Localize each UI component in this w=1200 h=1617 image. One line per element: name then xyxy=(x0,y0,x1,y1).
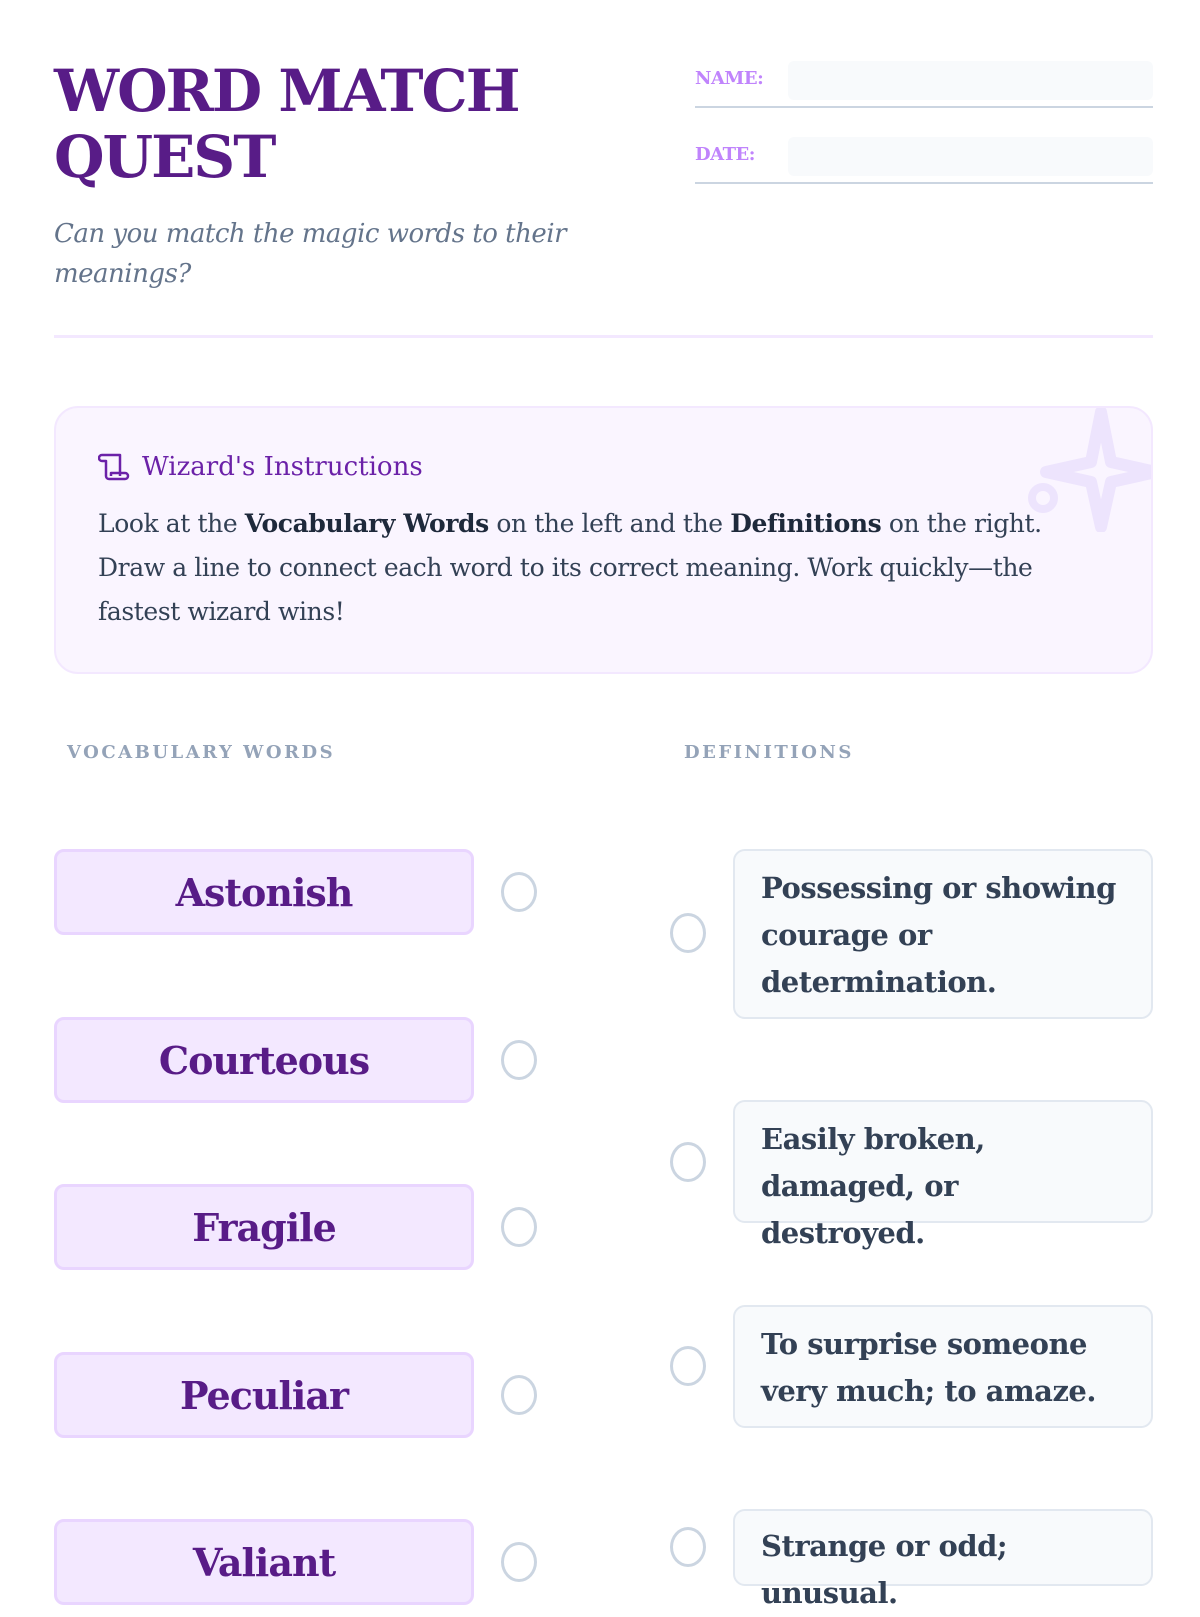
scroll-icon xyxy=(98,453,130,481)
date-label: DATE: xyxy=(695,144,755,165)
text: on the right. Draw a line to connect eac… xyxy=(98,509,1042,626)
emphasis: Definitions xyxy=(730,509,882,538)
divider xyxy=(54,335,1153,338)
word-connector-dot[interactable] xyxy=(501,1207,537,1247)
word-connector-dot[interactable] xyxy=(501,1040,537,1080)
page-title: WORD MATCH QUEST xyxy=(54,58,654,190)
name-input[interactable] xyxy=(788,61,1153,100)
word-connector-dot[interactable] xyxy=(501,872,537,912)
definition-connector-dot[interactable] xyxy=(670,1142,706,1182)
word-card: Valiant xyxy=(54,1519,474,1605)
emphasis: Vocabulary Words xyxy=(244,509,489,538)
title-line: QUEST xyxy=(54,123,276,191)
words-column-label: VOCABULARY WORDS xyxy=(67,742,336,763)
word-card: Courteous xyxy=(54,1017,474,1103)
subtitle: Can you match the magic words to their m… xyxy=(54,219,567,289)
word-card: Peculiar xyxy=(54,1352,474,1438)
instructions-heading: Wizard's Instructions xyxy=(98,452,423,482)
definition-card: Easily broken, damaged, or destroyed. xyxy=(733,1100,1153,1250)
title-line: WORD MATCH xyxy=(54,57,521,125)
word-connector-dot[interactable] xyxy=(501,1542,537,1582)
word-card: Astonish xyxy=(54,849,474,935)
word-connector-dot[interactable] xyxy=(501,1375,537,1415)
definition-connector-dot[interactable] xyxy=(670,1527,706,1567)
definition-card: Strange or odd; unusual. xyxy=(733,1509,1153,1610)
text: on the left and the xyxy=(488,509,731,538)
definition-card: Possessing or showing courage or determi… xyxy=(733,849,1153,1019)
instructions-panel: Wizard's Instructions Look at the Vocabu… xyxy=(54,406,1153,674)
instructions-text: Look at the Vocabulary Words on the left… xyxy=(98,502,1098,634)
definition-connector-dot[interactable] xyxy=(670,913,706,953)
definition-connector-dot[interactable] xyxy=(670,1346,706,1386)
name-underline xyxy=(695,106,1153,108)
date-input[interactable] xyxy=(788,137,1153,176)
word-card: Fragile xyxy=(54,1184,474,1270)
name-label: NAME: xyxy=(695,68,764,89)
sparkle-icon xyxy=(1028,408,1151,532)
definition-card: To surprise someone very much; to amaze. xyxy=(733,1305,1153,1428)
instructions-heading-text: Wizard's Instructions xyxy=(142,452,423,482)
definitions-column-label: DEFINITIONS xyxy=(684,742,854,763)
text: Look at the xyxy=(98,509,245,538)
date-underline xyxy=(695,182,1153,184)
